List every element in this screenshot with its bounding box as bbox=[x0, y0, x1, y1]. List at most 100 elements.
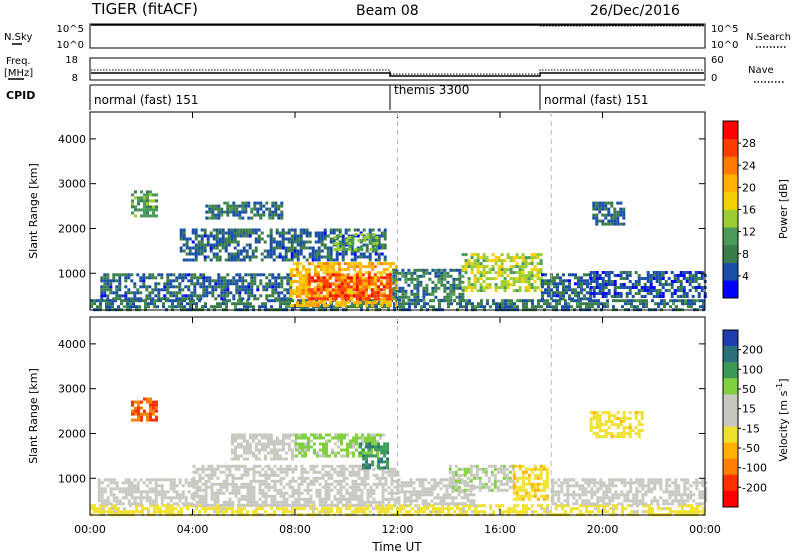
heatmap-cell bbox=[650, 478, 654, 482]
heatmap-cell bbox=[160, 478, 164, 482]
heatmap-cell bbox=[383, 255, 387, 259]
heatmap-cell bbox=[283, 297, 287, 301]
heatmap-cell bbox=[342, 464, 346, 468]
heatmap-cell bbox=[422, 274, 426, 278]
heatmap-cell bbox=[619, 213, 623, 217]
heatmap-cell bbox=[253, 273, 257, 277]
heatmap-cell bbox=[246, 491, 250, 495]
heatmap-cell bbox=[357, 485, 361, 489]
heatmap-cell bbox=[233, 252, 237, 256]
heatmap-cell bbox=[638, 478, 642, 482]
heatmap-cell bbox=[212, 246, 216, 250]
heatmap-cell bbox=[211, 294, 215, 298]
heatmap-cell bbox=[628, 274, 632, 277]
heatmap-cell bbox=[407, 277, 411, 281]
heatmap-cell bbox=[530, 286, 534, 290]
heatmap-cell bbox=[234, 510, 237, 514]
heatmap-cell bbox=[186, 507, 189, 511]
heatmap-cell bbox=[151, 490, 155, 494]
heatmap-cell bbox=[286, 276, 290, 280]
heatmap-cell bbox=[146, 211, 149, 215]
heatmap-cell bbox=[269, 255, 273, 259]
heatmap-cell bbox=[685, 277, 689, 280]
heatmap-cell bbox=[329, 231, 333, 235]
heatmap-cell bbox=[374, 258, 378, 262]
heatmap-cell bbox=[519, 510, 522, 514]
heatmap-cell bbox=[250, 282, 254, 286]
heatmap-cell bbox=[163, 294, 167, 298]
heatmap-cell bbox=[674, 487, 678, 491]
heatmap-cell bbox=[286, 297, 290, 301]
heatmap-cell bbox=[453, 504, 456, 508]
heatmap-cell bbox=[300, 467, 304, 471]
heatmap-cell bbox=[325, 289, 329, 293]
heatmap-cell bbox=[169, 496, 173, 500]
heatmap-cell bbox=[210, 470, 214, 474]
heatmap-cell bbox=[467, 283, 471, 287]
heatmap-cell bbox=[261, 473, 265, 477]
heatmap-cell bbox=[139, 496, 143, 500]
heatmap-cell bbox=[108, 510, 111, 514]
heatmap-cell bbox=[267, 299, 270, 303]
heatmap-cell bbox=[274, 201, 278, 205]
heatmap-cell bbox=[536, 274, 540, 278]
heatmap-cell bbox=[111, 299, 114, 303]
heatmap-cell bbox=[307, 282, 311, 286]
heatmap-cell bbox=[279, 305, 282, 309]
heatmap-cell bbox=[350, 252, 354, 256]
heatmap-cell bbox=[429, 305, 432, 309]
heatmap-cell bbox=[166, 282, 170, 286]
heatmap-cell bbox=[415, 478, 419, 482]
heatmap-cell bbox=[393, 500, 397, 504]
heatmap-cell bbox=[366, 476, 370, 480]
heatmap-cell bbox=[500, 259, 504, 263]
heatmap-cell bbox=[577, 282, 580, 286]
heatmap-cell bbox=[562, 288, 565, 292]
heatmap-cell bbox=[100, 481, 104, 485]
range-tick-label: 1000 bbox=[58, 267, 86, 280]
heatmap-cell bbox=[352, 280, 356, 284]
heatmap-cell bbox=[350, 258, 354, 262]
heatmap-cell bbox=[325, 304, 329, 308]
heatmap-cell bbox=[344, 228, 348, 232]
heatmap-cell bbox=[271, 201, 275, 205]
heatmap-cell bbox=[504, 299, 507, 303]
heatmap-cell bbox=[488, 271, 492, 275]
heatmap-cell bbox=[545, 476, 549, 480]
heatmap-cell bbox=[522, 510, 525, 514]
heatmap-cell bbox=[597, 299, 600, 303]
heatmap-cell bbox=[357, 507, 360, 511]
heatmap-cell bbox=[467, 265, 471, 269]
heatmap-cell bbox=[109, 285, 113, 289]
heatmap-cell bbox=[464, 262, 468, 266]
heatmap-cell bbox=[115, 294, 119, 298]
heatmap-cell bbox=[145, 484, 149, 488]
heatmap-cell bbox=[331, 262, 335, 266]
heatmap-cell bbox=[543, 510, 546, 514]
heatmap-cell bbox=[449, 295, 453, 299]
heatmap-cell bbox=[188, 237, 192, 241]
heatmap-cell bbox=[664, 280, 668, 283]
heatmap-cell bbox=[527, 283, 531, 287]
heatmap-cell bbox=[105, 305, 108, 309]
heatmap-cell bbox=[275, 255, 279, 259]
heatmap-cell bbox=[364, 288, 368, 292]
heatmap-cell bbox=[480, 302, 483, 306]
heatmap-cell bbox=[355, 292, 359, 296]
heatmap-cell bbox=[455, 286, 459, 290]
heatmap-cell bbox=[533, 286, 537, 290]
heatmap-cell bbox=[684, 504, 687, 508]
heatmap-cell bbox=[230, 228, 234, 232]
heatmap-cell bbox=[381, 510, 384, 514]
heatmap-cell bbox=[313, 297, 317, 301]
heatmap-cell bbox=[225, 464, 229, 468]
heatmap-cell bbox=[518, 289, 522, 293]
heatmap-cell bbox=[434, 271, 438, 275]
heatmap-cell bbox=[259, 204, 263, 208]
heatmap-cell bbox=[594, 504, 597, 508]
colorbar-tick-label: 8 bbox=[742, 248, 749, 261]
heatmap-cell bbox=[342, 476, 346, 480]
heatmap-cell bbox=[282, 503, 286, 507]
heatmap-cell bbox=[310, 297, 314, 301]
heatmap-cell bbox=[694, 289, 698, 292]
